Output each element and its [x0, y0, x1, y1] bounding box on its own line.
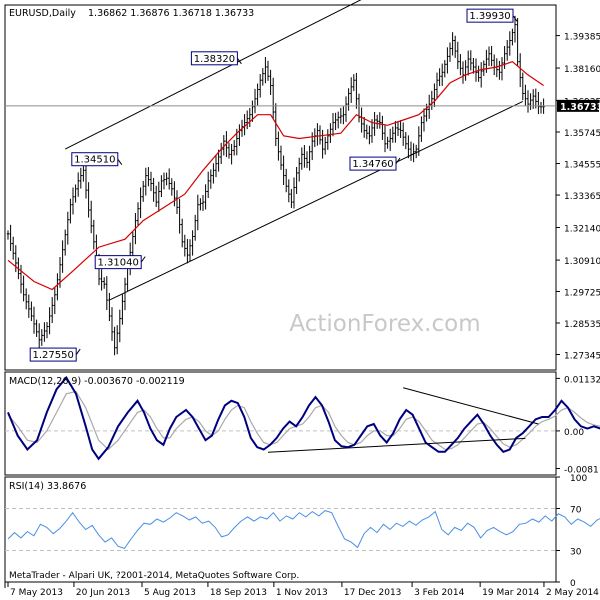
x-tick-label: 20 Jun 2013 — [76, 588, 130, 598]
macd-line — [7, 375, 600, 461]
macd-title: MACD(12,26,9) -0.003670 -0.002119 — [9, 376, 185, 387]
price-label: 1.27550 — [33, 350, 74, 361]
price-label-box — [349, 156, 397, 171]
rsi-y-tick-label: 70 — [570, 506, 582, 516]
price-y-tick-label: 1.28535 — [564, 320, 600, 330]
price-label-leader — [140, 256, 146, 263]
price-trendline-upper — [64, 0, 362, 150]
price-y-tick-label: 1.34555 — [564, 161, 600, 171]
rsi-y-tick-label: 0 — [570, 579, 576, 589]
x-tick-label: 1 Nov 2013 — [276, 588, 328, 598]
x-tick-label: 17 Dec 2013 — [344, 588, 402, 598]
ohlc-header: 1.36862 1.36876 1.36718 1.36733 — [88, 8, 254, 19]
price-label-box — [190, 51, 238, 66]
price-label: 1.34510 — [74, 155, 115, 166]
x-tick-label: 19 Mar 2014 — [482, 588, 539, 598]
macd-y-tick-label: -0.0081 — [564, 466, 599, 476]
price-label: 1.39930 — [469, 11, 510, 22]
price-y-tick-label: 1.30910 — [564, 257, 600, 267]
watermark: ActionForex.com — [289, 311, 480, 337]
price-label: 1.34760 — [352, 159, 393, 170]
price-y-tick-label: 1.27345 — [564, 352, 600, 362]
price-label: 1.31040 — [98, 258, 139, 269]
symbol-label: EURUSD,Daily — [9, 8, 76, 19]
rsi-panel — [4, 476, 557, 583]
price-label-leader — [512, 15, 518, 22]
x-tick-label: 18 Sep 2013 — [210, 588, 267, 598]
macd-trendline-lower — [267, 437, 526, 453]
price-label-leader — [75, 348, 81, 355]
current-price-label: 1.36733 — [560, 102, 600, 113]
price-panel — [4, 4, 557, 371]
price-y-tick-label: 1.39385 — [564, 33, 600, 43]
rsi-y-tick-label: 30 — [570, 548, 582, 558]
price-label-leader — [117, 158, 123, 166]
macd-panel — [4, 371, 557, 476]
price-trendline-lower — [109, 100, 524, 301]
price-label-box — [71, 152, 119, 167]
macd-y-tick-label: 0.00 — [564, 428, 584, 438]
price-label-leader — [236, 58, 242, 65]
x-tick-label: 7 May 2013 — [10, 588, 63, 598]
price-label-leader — [395, 157, 401, 164]
rsi-y-tick-label: 100 — [570, 474, 587, 484]
footer-copyright: MetaTrader - Alpari UK, ?2001-2014, Meta… — [9, 571, 299, 581]
macd-y-tick-label: 0.011324 — [564, 375, 600, 385]
price-label-box — [466, 8, 514, 23]
x-tick-label: 2 May 2014 — [546, 588, 599, 598]
macd-trendline-upper — [403, 387, 539, 425]
moving-average-line — [7, 61, 544, 291]
x-tick-label: 5 Aug 2013 — [144, 588, 196, 598]
price-y-tick-label: 1.35745 — [564, 129, 600, 139]
x-tick-label: 3 Feb 2014 — [414, 588, 465, 598]
price-y-tick-label: 1.29725 — [564, 288, 600, 298]
price-label: 1.38320 — [194, 54, 235, 65]
current-price-box — [557, 99, 599, 112]
price-y-tick-label: 1.38160 — [564, 65, 600, 75]
price-label-box — [29, 347, 77, 362]
rsi-line — [7, 510, 600, 549]
price-y-tick-label: 1.33365 — [564, 192, 600, 202]
rsi-title: RSI(14) 33.8676 — [9, 481, 86, 492]
price-label-box — [94, 255, 142, 270]
price-y-tick-label: 1.32140 — [564, 224, 600, 234]
